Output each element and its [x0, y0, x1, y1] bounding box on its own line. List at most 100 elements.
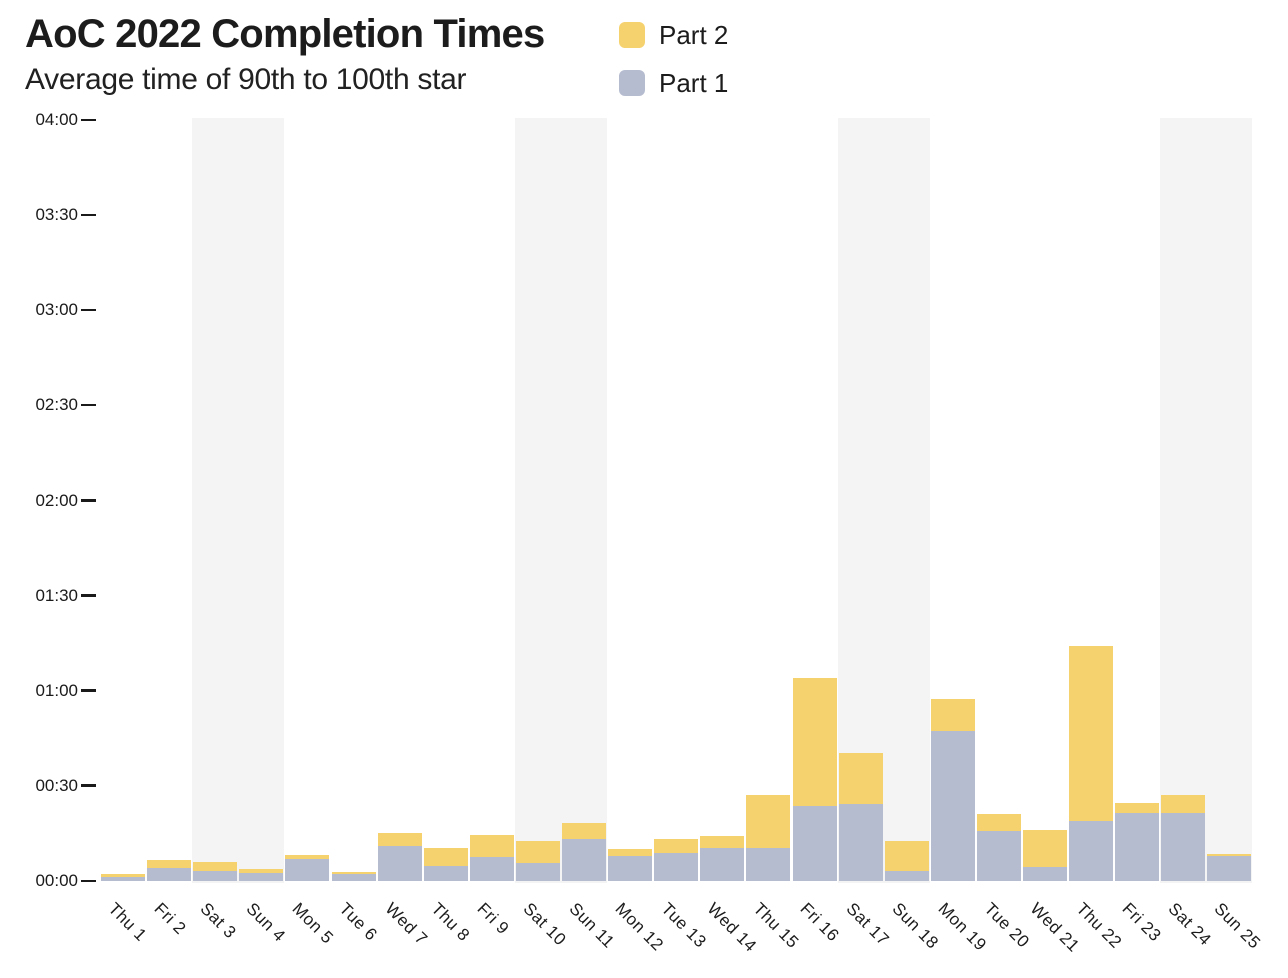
bar-part1-segment	[746, 847, 791, 881]
x-axis-label: Mon 5	[288, 899, 338, 948]
x-axis-label: Sun 18	[888, 899, 942, 953]
bar-part2-segment	[1069, 646, 1114, 822]
y-tick-mark	[81, 499, 96, 502]
bar-part1-segment	[1023, 866, 1067, 881]
bar-part2-segment	[1161, 795, 1206, 814]
x-axis-label: Fri 2	[150, 899, 190, 939]
y-tick-label: 01:30	[35, 585, 78, 605]
x-axis-label: Sun 25	[1210, 899, 1265, 953]
legend-swatch-part2-icon	[619, 22, 645, 48]
bar-part2-segment	[884, 840, 929, 871]
bar-part2-segment	[285, 854, 330, 860]
bar-part2-segment	[1023, 829, 1067, 867]
bar-part1-segment	[1069, 821, 1114, 881]
bar-part1-segment	[423, 866, 468, 881]
x-axis-label: Sat 24	[1164, 899, 1216, 950]
y-tick-label: 00:30	[35, 775, 78, 795]
bar-part1-segment	[562, 839, 606, 881]
bar-part1-segment	[1115, 812, 1160, 881]
bar-part1-segment	[1161, 813, 1206, 881]
bar-part2-segment	[239, 869, 284, 874]
weekend-band	[514, 118, 608, 883]
weekend-band	[192, 118, 285, 883]
chart-title: AoC 2022 Completion Times	[25, 12, 545, 56]
y-tick-label: 00:00	[35, 871, 78, 890]
y-tick-mark	[81, 308, 96, 312]
x-axis-label: Mon 12	[611, 899, 668, 955]
bar-part2-segment	[838, 753, 883, 804]
y-tick-label: 02:00	[35, 490, 78, 510]
y-tick-mark	[81, 689, 96, 692]
bar-part1-segment	[377, 846, 422, 881]
y-tick-mark	[81, 879, 96, 882]
x-axis-label: Fri 9	[473, 899, 513, 939]
y-tick-mark	[81, 403, 96, 407]
bar-part1-segment	[608, 855, 653, 881]
bar-part2-segment	[792, 678, 837, 806]
y-tick-label: 02:30	[35, 395, 78, 415]
bar-part1-segment	[469, 856, 514, 881]
x-axis-label: Tue 13	[657, 899, 711, 952]
bar-part2-segment	[746, 795, 791, 848]
x-axis-label: Sat 17	[842, 899, 893, 950]
x-axis-label: Wed 14	[703, 899, 761, 956]
bar-part1-segment	[193, 871, 238, 881]
bar-part2-segment	[700, 835, 745, 848]
bar-part1-segment	[101, 876, 145, 881]
x-axis-label: Sat 10	[519, 899, 570, 950]
bar-part2-segment	[562, 822, 606, 840]
legend: Part 2 Part 1	[619, 19, 729, 118]
weekend-band	[1160, 118, 1253, 883]
bar-part2-segment	[608, 849, 653, 856]
x-axis-label: Sun 4	[242, 899, 290, 946]
y-tick-mark	[81, 213, 96, 217]
x-axis-label: Sat 3	[196, 899, 241, 943]
x-axis-label: Thu 8	[427, 899, 474, 945]
y-tick-mark	[81, 118, 96, 121]
bar-part1-segment	[838, 803, 883, 881]
bar-part1-segment	[792, 805, 837, 881]
legend-item-part2: Part 2	[619, 19, 729, 50]
x-axis-label: Fri 16	[796, 899, 843, 946]
bar-part2-segment	[101, 874, 145, 877]
bar-part1-segment	[239, 873, 284, 881]
y-tick-label: 03:00	[35, 300, 78, 320]
bar-part2-segment	[515, 841, 560, 863]
bar-part2-segment	[423, 848, 468, 867]
x-axis-label: Thu 1	[104, 899, 151, 945]
bar-part2-segment	[1207, 853, 1252, 857]
bar-part1-segment	[331, 874, 376, 881]
y-tick-mark	[81, 784, 96, 787]
bar-part1-segment	[515, 862, 560, 881]
legend-label-part1: Part 1	[659, 67, 729, 98]
x-axis-label: Mon 19	[934, 899, 991, 955]
legend-swatch-part1-icon	[619, 70, 645, 96]
x-axis-label: Tue 6	[335, 899, 381, 945]
bar-part2-segment	[930, 698, 975, 731]
bar-part1-segment	[285, 859, 330, 881]
bar-part1-segment	[930, 730, 975, 881]
legend-item-part1: Part 1	[619, 67, 729, 98]
bar-part1-segment	[147, 868, 192, 881]
bar-part2-segment	[147, 860, 192, 869]
y-tick-label: 04:00	[35, 110, 78, 129]
x-axis-label: Wed 7	[381, 899, 431, 949]
bar-part2-segment	[469, 835, 514, 857]
bar-part1-segment	[1207, 856, 1252, 881]
y-tick-label: 03:30	[35, 205, 78, 225]
bar-part2-segment	[331, 872, 376, 875]
bar-part1-segment	[884, 870, 929, 881]
legend-label-part2: Part 2	[659, 19, 729, 50]
bar-part2-segment	[976, 814, 1021, 831]
chart-subtitle: Average time of 90th to 100th star	[25, 63, 467, 96]
x-axis-label: Tue 20	[980, 899, 1033, 952]
bar-part1-segment	[654, 853, 699, 881]
x-axis-label: Wed 21	[1026, 899, 1084, 956]
bar-part1-segment	[976, 830, 1021, 881]
bar-part2-segment	[654, 839, 699, 854]
bar-part2-segment	[1115, 802, 1160, 813]
y-tick-mark	[81, 594, 96, 597]
x-axis-label: Sun 11	[565, 899, 619, 952]
